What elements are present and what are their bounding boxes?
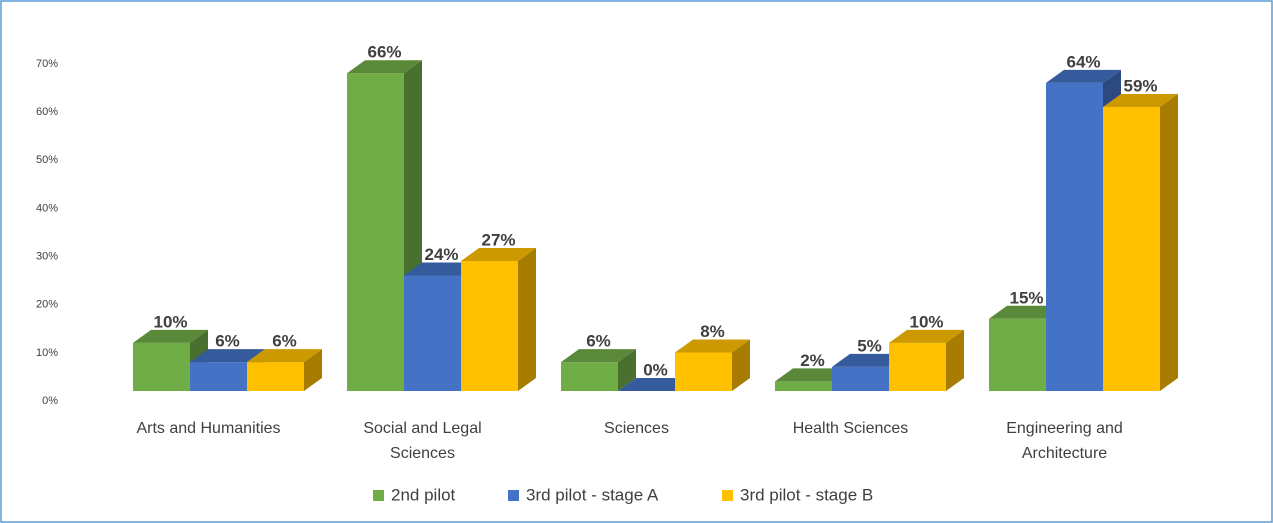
bar-top <box>1046 69 1121 83</box>
x-tick-label: Health Sciences <box>792 420 909 437</box>
bar-top <box>190 349 265 363</box>
bar-top <box>561 349 636 363</box>
bar-front <box>247 362 304 391</box>
bar <box>247 349 322 391</box>
bar-top <box>347 60 422 74</box>
x-tick-label: Engineering and Architecture <box>1006 420 1123 462</box>
data-label: 24% <box>424 245 458 264</box>
bar-front <box>190 362 247 391</box>
x-tick-label: Sciences <box>604 420 669 437</box>
bar-top <box>889 329 964 343</box>
legend-swatch <box>508 490 519 501</box>
bar-front <box>461 261 518 391</box>
bar-top <box>775 368 850 382</box>
bar-front <box>775 381 832 391</box>
bar-side <box>618 349 636 391</box>
bar-top <box>989 305 1064 319</box>
bar-front <box>133 342 190 391</box>
bar-front <box>989 318 1046 391</box>
bar-top <box>618 378 693 391</box>
bar-top <box>1103 93 1178 107</box>
x-tick-label: Social and Legal Sciences <box>363 420 482 462</box>
legend-label: 3rd pilot - stage B <box>740 485 873 504</box>
bar-front <box>832 366 889 391</box>
data-label: 10% <box>909 312 943 331</box>
bar <box>1103 93 1178 391</box>
bar-top <box>832 353 907 367</box>
bar-side <box>946 329 964 391</box>
data-label: 10% <box>153 312 187 331</box>
data-label: 59% <box>1123 76 1157 95</box>
data-label: 6% <box>586 332 611 351</box>
bar-top <box>461 248 536 262</box>
legend-swatch <box>373 490 384 501</box>
bar-side <box>732 339 750 391</box>
bar-front <box>1046 82 1103 391</box>
data-label: 27% <box>481 230 515 249</box>
bar-top <box>133 329 208 343</box>
legend-label: 3rd pilot - stage A <box>526 485 659 504</box>
bar <box>561 349 636 391</box>
data-label: 6% <box>215 332 240 351</box>
y-tick-label: 40% <box>36 202 58 214</box>
bar <box>618 378 693 391</box>
bar-top <box>404 262 479 276</box>
bar-side <box>518 248 536 391</box>
data-label: 66% <box>367 43 401 62</box>
data-label: 64% <box>1066 52 1100 71</box>
bar-front <box>561 362 618 391</box>
bar-front <box>347 73 404 391</box>
data-label: 6% <box>272 332 297 351</box>
y-tick-label: 30% <box>36 250 58 262</box>
bar-side <box>304 349 322 391</box>
bar <box>133 329 208 391</box>
y-tick-label: 70% <box>36 58 58 70</box>
data-label: 8% <box>700 322 725 341</box>
y-tick-label: 60% <box>36 106 58 118</box>
legend-label: 2nd pilot <box>391 485 456 504</box>
bar-front <box>889 342 946 391</box>
bar <box>461 248 536 391</box>
data-label: 15% <box>1009 288 1043 307</box>
bar-top <box>247 349 322 363</box>
data-label: 5% <box>857 336 882 355</box>
y-tick-label: 20% <box>36 299 58 311</box>
y-tick-label: 10% <box>36 347 58 359</box>
bar <box>675 339 750 391</box>
y-tick-label: 50% <box>36 154 58 166</box>
data-label: 0% <box>643 360 668 379</box>
bar-front <box>675 352 732 391</box>
data-label: 2% <box>800 351 825 370</box>
y-tick-label: 0% <box>42 395 58 407</box>
bar-top <box>675 339 750 353</box>
bar-front <box>404 275 461 391</box>
bar-side <box>1160 93 1178 391</box>
x-tick-label: Arts and Humanities <box>136 420 281 437</box>
legend-swatch <box>722 490 733 501</box>
bar <box>889 329 964 391</box>
bar-front <box>1103 106 1160 391</box>
